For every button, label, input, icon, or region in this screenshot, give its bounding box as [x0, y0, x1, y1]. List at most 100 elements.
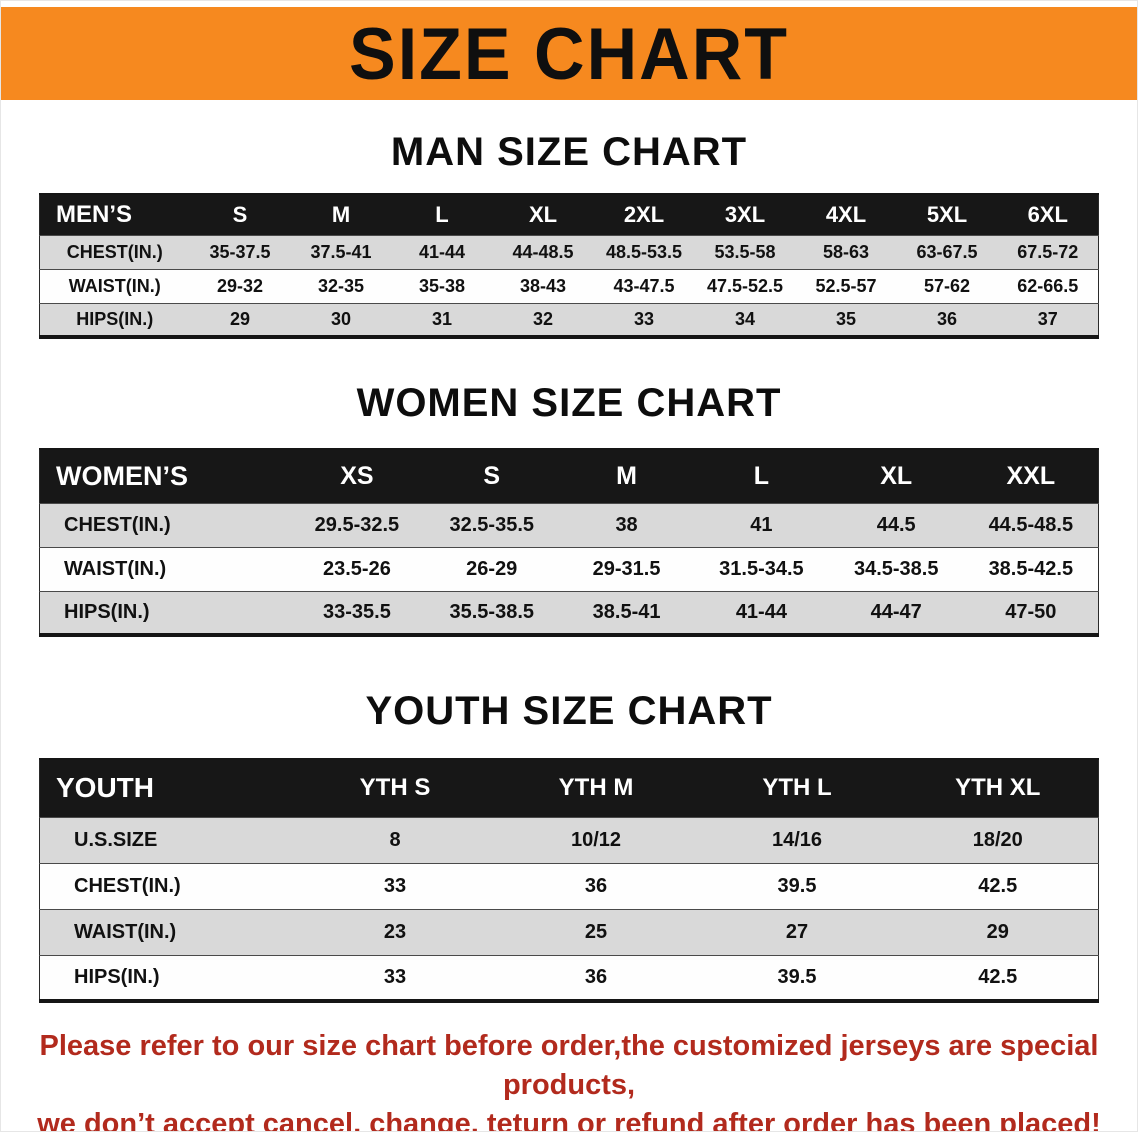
table-corner-label: WOMEN’S [39, 449, 290, 503]
size-column-header: S [424, 449, 560, 503]
size-value: 44-47 [870, 600, 922, 623]
row-label: CHEST(IN.) [66, 241, 163, 262]
table-row: WAIST(IN.) 23 25 27 29 [39, 909, 1099, 955]
size-value: 36 [584, 965, 608, 988]
size-value: 18/20 [972, 828, 1023, 851]
size-value: 35-37.5 [209, 241, 271, 262]
table-row: HIPS(IN.) 29 30 31 32 33 34 35 36 37 [39, 303, 1099, 337]
youth-size-table: YOUTH YTH S YTH M YTH L YTH XL U.S.SIZE 8 10/12… [39, 758, 1099, 1003]
size-value: 57-62 [923, 275, 971, 296]
size-value: 34.5-38.5 [853, 557, 939, 580]
size-value: 37 [1037, 308, 1058, 329]
size-value: 39.5 [777, 874, 817, 897]
size-column-header: M [290, 194, 392, 235]
title-banner: SIZE CHART [1, 7, 1137, 100]
youth-size-section: YOUTH SIZE CHART YOUTH YTH S YTH M YTH L YTH… [1, 689, 1137, 1003]
size-column-header: L [693, 449, 829, 503]
size-value: 67.5-72 [1017, 241, 1079, 262]
size-value: 32-35 [317, 275, 365, 296]
size-value: 8 [389, 828, 401, 851]
size-column-header: 2XL [593, 194, 695, 235]
size-value: 41-44 [735, 600, 787, 623]
table-corner-label: MEN’S [39, 194, 190, 235]
size-value: 38 [615, 513, 638, 536]
size-column-header: 5XL [896, 194, 998, 235]
size-value: 29.5-32.5 [314, 513, 400, 536]
size-value: 47-50 [1005, 600, 1057, 623]
notice-line-2: we don’t accept cancel, change, teturn o… [37, 1108, 1101, 1132]
size-column-header: YTH M [495, 759, 697, 817]
table-header-row: MEN’S S M L XL 2XL 3XL 4XL 5XL 6XL [39, 194, 1099, 235]
table-row: WAIST(IN.) 23.5-26 26-29 29-31.5 31.5-34.5 34… [39, 547, 1099, 591]
table-row: HIPS(IN.) 33-35.5 35.5-38.5 38.5-41 41-44 44-… [39, 591, 1099, 635]
women-size-section: WOMEN SIZE CHART WOMEN’S XS S M L XL XXL CHEST(… [1, 381, 1137, 637]
size-value: 62-66.5 [1017, 275, 1079, 296]
row-label: CHEST(IN.) [64, 513, 171, 536]
women-size-table: WOMEN’S XS S M L XL XXL CHEST(IN.) 29.5-32.5 32.5… [39, 448, 1099, 637]
size-value: 26-29 [466, 557, 518, 580]
row-label: WAIST(IN.) [74, 920, 177, 943]
size-column-header: XL [828, 449, 964, 503]
table-row: CHEST(IN.) 33 36 39.5 42.5 [39, 863, 1099, 909]
row-label: HIPS(IN.) [74, 965, 160, 988]
size-value: 31 [431, 308, 453, 329]
size-value: 48.5-53.5 [605, 241, 683, 262]
table-header-row: YOUTH YTH S YTH M YTH L YTH XL [39, 759, 1099, 817]
size-value: 25 [584, 920, 608, 943]
size-value: 35.5-38.5 [449, 600, 534, 623]
size-value: 23 [383, 920, 407, 943]
size-column-header: L [391, 194, 493, 235]
size-column-header: YTH XL [897, 759, 1099, 817]
size-column-header: XXL [963, 449, 1099, 503]
size-column-header: M [559, 449, 694, 503]
row-label: HIPS(IN.) [76, 308, 154, 329]
size-value: 52.5-57 [815, 275, 877, 296]
size-value: 34 [734, 308, 756, 329]
size-value: 30 [330, 308, 352, 329]
size-value: 42.5 [978, 874, 1018, 897]
table-corner-label: YOUTH [39, 759, 295, 817]
size-value: 38.5-41 [592, 600, 661, 623]
size-column-header: S [189, 194, 291, 235]
size-value: 33 [383, 965, 407, 988]
size-value: 36 [584, 874, 608, 897]
size-value: 44.5-48.5 [988, 513, 1074, 536]
size-value: 14/16 [771, 828, 823, 851]
size-value: 41 [750, 513, 773, 536]
size-value: 29 [229, 308, 251, 329]
size-column-header: XS [289, 449, 425, 503]
row-label: HIPS(IN.) [64, 600, 150, 623]
footer-notice: Please refer to our size chart before or… [1, 1027, 1137, 1132]
size-value: 35 [835, 308, 857, 329]
size-value: 37.5-41 [310, 241, 372, 262]
page-title: SIZE CHART [349, 12, 789, 95]
table-row: CHEST(IN.) 29.5-32.5 32.5-35.5 38 41 44.5 44.5… [39, 503, 1099, 547]
size-column-header: YTH S [294, 759, 496, 817]
size-value: 44.5 [876, 513, 916, 536]
row-label: CHEST(IN.) [74, 874, 181, 897]
size-value: 44-48.5 [512, 241, 574, 262]
size-column-header: XL [492, 194, 594, 235]
size-value: 10/12 [570, 828, 622, 851]
youth-section-heading: YOUTH SIZE CHART [365, 689, 773, 733]
notice-line-1: Please refer to our size chart before or… [39, 1030, 1099, 1102]
size-value: 53.5-58 [714, 241, 776, 262]
size-value: 38-43 [519, 275, 567, 296]
table-row: HIPS(IN.) 33 36 39.5 42.5 [39, 955, 1099, 1001]
men-size-table: MEN’S S M L XL 2XL 3XL 4XL 5XL 6XL CHEST(IN.) 35-37… [39, 193, 1099, 339]
table-header-row: WOMEN’S XS S M L XL XXL [39, 449, 1099, 503]
size-value: 47.5-52.5 [706, 275, 784, 296]
row-label: U.S.SIZE [74, 828, 158, 851]
men-size-section: MAN SIZE CHART MEN’S S M L XL 2XL 3XL 4XL 5XL 6XL… [1, 130, 1137, 339]
men-section-heading: MAN SIZE CHART [390, 130, 748, 174]
table-row: U.S.SIZE 8 10/12 14/16 18/20 [39, 817, 1099, 863]
size-value: 36 [936, 308, 958, 329]
size-value: 41-44 [418, 241, 466, 262]
size-value: 32 [532, 308, 554, 329]
row-label: WAIST(IN.) [68, 275, 161, 296]
size-value: 38.5-42.5 [988, 557, 1074, 580]
size-value: 35-38 [418, 275, 466, 296]
size-value: 33-35.5 [322, 600, 391, 623]
size-value: 27 [785, 920, 809, 943]
